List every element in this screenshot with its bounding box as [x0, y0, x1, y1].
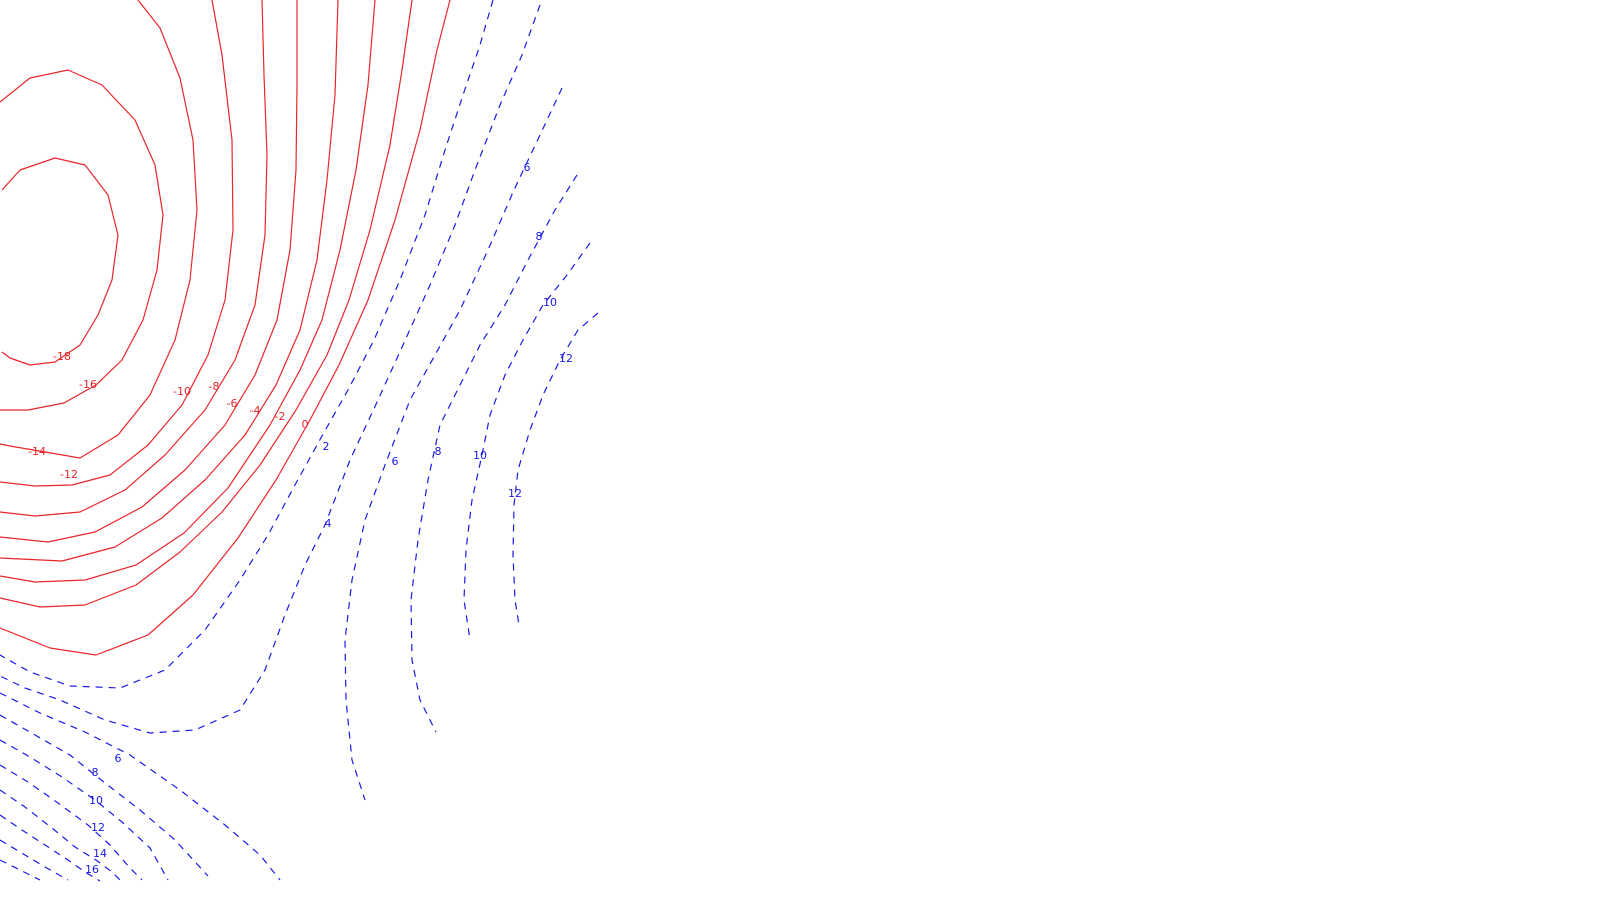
contour-line-4-11 — [0, 4, 541, 734]
contour-label-3: -12 — [60, 468, 78, 481]
contour-label-18: 10 — [543, 296, 557, 309]
contour-label-7: -4 — [250, 404, 261, 417]
contour-line-neg8-5 — [0, 0, 298, 543]
contour-line-2-10 — [0, 0, 494, 689]
contour-label-11: 4 — [325, 517, 332, 530]
contour-label-25: 16 — [85, 863, 99, 876]
contour-label-2: -14 — [28, 445, 46, 458]
contour-label-23: 12 — [91, 821, 105, 834]
contour-line-16-22 — [0, 839, 69, 881]
contour-line-10-14 — [463, 242, 591, 641]
contour-label-10: 2 — [323, 440, 330, 453]
contour-label-22: 10 — [89, 794, 103, 807]
contour-line-8-17 — [0, 714, 209, 877]
contour-line-neg2-8 — [0, 0, 413, 608]
contour-line-16-23 — [0, 859, 41, 881]
contour-line-neg4-7 — [0, 0, 376, 583]
contour-line-neg16-1 — [0, 69, 164, 411]
contour-line-16-21 — [0, 814, 101, 882]
contour-label-5: -8 — [209, 380, 220, 393]
contour-line-12-15 — [512, 312, 599, 626]
contour-label-24: 14 — [93, 847, 107, 860]
contour-label-15: 12 — [508, 487, 522, 500]
contour-line-12-19 — [0, 764, 143, 881]
contour-label-17: 8 — [536, 230, 543, 243]
contour-line-10-18 — [0, 739, 169, 881]
contour-line-neg18-0 — [1, 157, 119, 366]
contour-line-6-12 — [344, 87, 563, 801]
contour-line-neg12-3 — [0, 0, 234, 487]
contour-label-6: -6 — [227, 397, 238, 410]
contour-line-neg6-6 — [0, 0, 339, 562]
contour-line-neg14-2 — [0, 0, 198, 459]
contour-label-12: 6 — [392, 455, 399, 468]
contour-line-6-16 — [0, 692, 281, 881]
contour-label-1: -16 — [79, 378, 97, 391]
contour-label-20: 6 — [115, 752, 122, 765]
contour-label-19: 12 — [559, 352, 573, 365]
contour-label-14: 10 — [473, 449, 487, 462]
contour-line-14-20 — [0, 789, 121, 881]
contour-line-0-9 — [0, 0, 451, 656]
contour-label-9: 0 — [302, 418, 309, 431]
contour-line-8-13 — [410, 174, 578, 733]
contour-label-0: -18 — [53, 350, 71, 363]
contour-label-16: 6 — [524, 161, 531, 174]
contour-line-neg10-4 — [0, 0, 268, 517]
contour-label-13: 8 — [435, 445, 442, 458]
contour-label-21: 8 — [92, 766, 99, 779]
contour-label-4: -10 — [173, 385, 191, 398]
contour-label-8: -2 — [275, 410, 286, 423]
